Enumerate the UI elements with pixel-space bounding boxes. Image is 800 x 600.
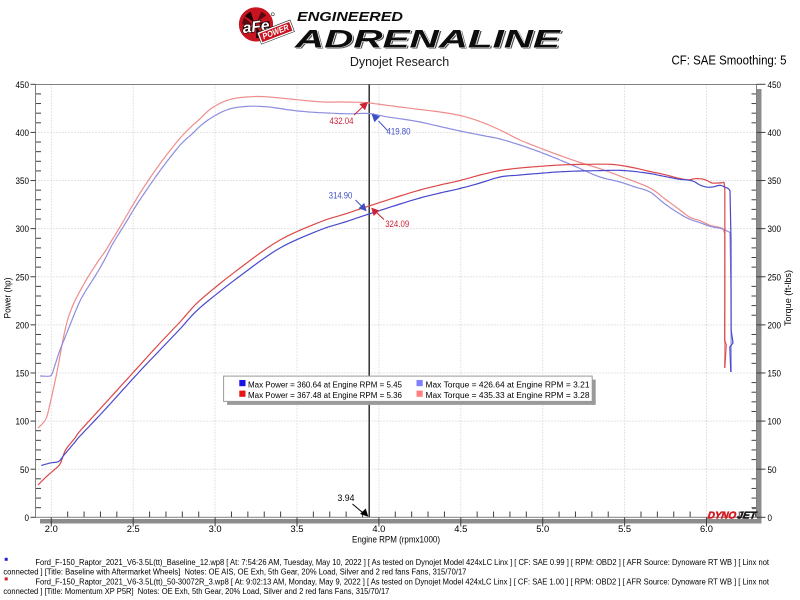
svg-text:2.5: 2.5 bbox=[127, 524, 140, 535]
svg-text:JET: JET bbox=[736, 511, 757, 522]
svg-text:450: 450 bbox=[768, 80, 782, 91]
svg-text:450: 450 bbox=[16, 80, 30, 91]
svg-text:Max Torque = 435.33 at Engine: Max Torque = 435.33 at Engine RPM = 3.28 bbox=[426, 391, 591, 400]
svg-text:50: 50 bbox=[20, 465, 29, 476]
svg-text:3.5: 3.5 bbox=[291, 524, 304, 535]
svg-text:Ford_F-150_Raptor_2021_V6-3.5L: Ford_F-150_Raptor_2021_V6-3.5L(tt)_50-30… bbox=[35, 578, 769, 587]
svg-text:5.5: 5.5 bbox=[618, 524, 631, 535]
svg-text:350: 350 bbox=[16, 176, 30, 187]
svg-text:Torque (ft-lbs): Torque (ft-lbs) bbox=[783, 270, 794, 326]
svg-text:250: 250 bbox=[16, 272, 30, 283]
svg-text:3.94: 3.94 bbox=[338, 493, 355, 503]
svg-text:5.0: 5.0 bbox=[536, 524, 549, 535]
svg-text:400: 400 bbox=[16, 128, 30, 139]
svg-text:350: 350 bbox=[768, 176, 782, 187]
svg-text:6.0: 6.0 bbox=[700, 524, 713, 535]
svg-text:Max Power = 360.64 at Engine R: Max Power = 360.64 at Engine RPM = 5.45 bbox=[248, 380, 403, 389]
svg-text:4.5: 4.5 bbox=[454, 524, 467, 535]
svg-text:100: 100 bbox=[16, 417, 30, 428]
svg-text:300: 300 bbox=[16, 224, 30, 235]
svg-text:324.09: 324.09 bbox=[385, 219, 409, 229]
svg-text:Power (hp): Power (hp) bbox=[3, 278, 14, 319]
svg-text:ADRENALINE: ADRENALINE bbox=[295, 27, 564, 55]
svg-text:2.0: 2.0 bbox=[45, 524, 58, 535]
svg-text:50: 50 bbox=[768, 465, 777, 476]
svg-text:4.0: 4.0 bbox=[372, 524, 385, 535]
svg-text:3.0: 3.0 bbox=[209, 524, 222, 535]
svg-text:Max Power = 367.48 at Engine R: Max Power = 367.48 at Engine RPM = 5.36 bbox=[248, 391, 403, 400]
svg-text:Max Torque = 426.64 at Engine: Max Torque = 426.64 at Engine RPM = 3.21 bbox=[426, 380, 591, 389]
svg-text:connected ] [Title: Baseline w: connected ] [Title: Baseline with Afterm… bbox=[3, 568, 467, 577]
svg-text:0: 0 bbox=[768, 513, 773, 524]
svg-text:CF: SAE Smoothing: 5: CF: SAE Smoothing: 5 bbox=[672, 54, 787, 68]
svg-text:DYNO: DYNO bbox=[707, 511, 737, 522]
svg-text:Ford_F-150_Raptor_2021_V6-3.5L: Ford_F-150_Raptor_2021_V6-3.5L(tt)_Basel… bbox=[35, 558, 769, 567]
svg-text:ADRENALINE: ADRENALINE bbox=[293, 26, 562, 54]
svg-text:connected ] [Title: Momentum X: connected ] [Title: Momentum XP P5R] Not… bbox=[3, 587, 390, 596]
svg-text:200: 200 bbox=[768, 321, 782, 332]
svg-text:ENGINEERED: ENGINEERED bbox=[297, 10, 403, 24]
svg-text:Dynojet Research: Dynojet Research bbox=[350, 55, 449, 69]
svg-text:150: 150 bbox=[16, 369, 30, 380]
svg-text:100: 100 bbox=[768, 417, 782, 428]
svg-text:250: 250 bbox=[768, 272, 782, 283]
svg-text:200: 200 bbox=[16, 321, 30, 332]
svg-text:Engine RPM (rpmx1000): Engine RPM (rpmx1000) bbox=[352, 535, 440, 546]
svg-text:419.80: 419.80 bbox=[387, 127, 411, 137]
svg-text:0: 0 bbox=[25, 513, 30, 524]
svg-text:314.90: 314.90 bbox=[329, 190, 353, 200]
svg-text:150: 150 bbox=[768, 369, 782, 380]
svg-text:300: 300 bbox=[768, 224, 782, 235]
svg-text:400: 400 bbox=[768, 128, 782, 139]
svg-text:432.04: 432.04 bbox=[330, 116, 354, 126]
